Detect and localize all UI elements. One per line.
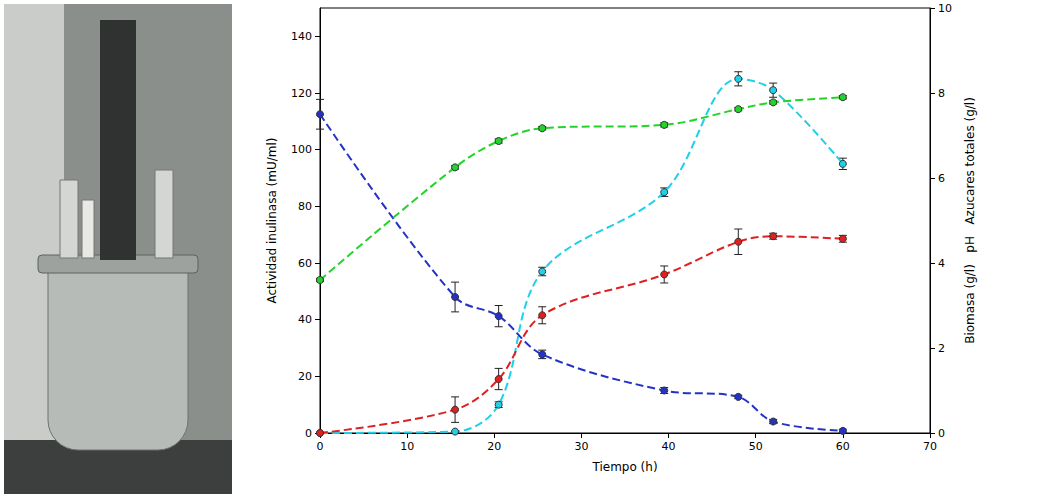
svg-text:2: 2 — [938, 342, 945, 355]
svg-text:0: 0 — [938, 427, 945, 440]
svg-text:8: 8 — [938, 87, 945, 100]
svg-text:Biomasa (g/l) pH Azucares: Biomasa (g/l) pH Azucares totales (g/l) — [963, 97, 977, 344]
svg-text:0: 0 — [317, 440, 324, 453]
svg-text:40: 40 — [298, 313, 312, 326]
svg-text:100: 100 — [291, 143, 312, 156]
svg-text:30: 30 — [574, 440, 588, 453]
svg-text:50: 50 — [749, 440, 763, 453]
svg-text:140: 140 — [291, 30, 312, 43]
svg-text:Tiempo (h): Tiempo (h) — [591, 460, 657, 474]
svg-text:10: 10 — [938, 2, 952, 15]
svg-text:Actividad inulinasa (mU/ml): Actividad inulinasa (mU/ml) — [265, 138, 279, 304]
svg-text:80: 80 — [298, 200, 312, 213]
svg-text:60: 60 — [836, 440, 850, 453]
svg-text:4: 4 — [938, 257, 945, 270]
svg-text:20: 20 — [298, 370, 312, 383]
svg-text:6: 6 — [938, 172, 945, 185]
svg-text:10: 10 — [400, 440, 414, 453]
svg-text:60: 60 — [298, 257, 312, 270]
svg-text:20: 20 — [487, 440, 501, 453]
svg-text:120: 120 — [291, 87, 312, 100]
svg-text:40: 40 — [662, 440, 676, 453]
svg-text:70: 70 — [923, 440, 937, 453]
svg-text:0: 0 — [305, 427, 312, 440]
